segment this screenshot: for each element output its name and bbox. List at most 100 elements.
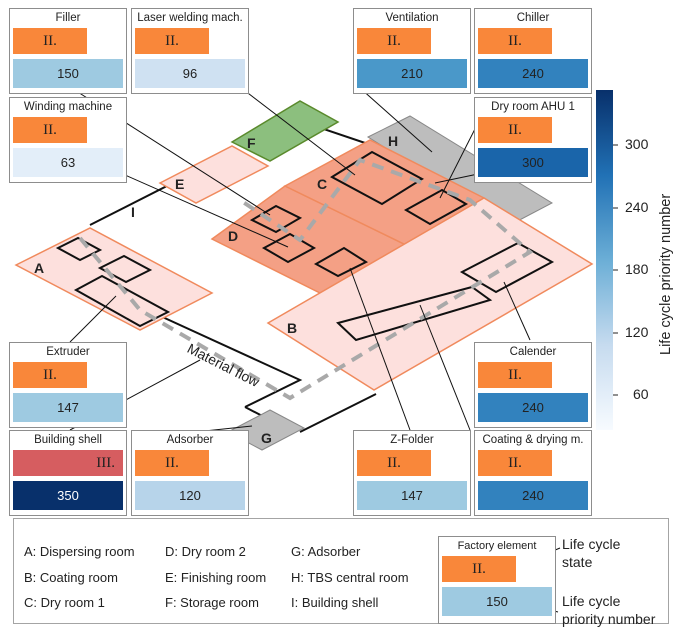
machine-extruder-a1[interactable] [55, 236, 103, 262]
colorbar-tick-120: 120 [625, 324, 649, 340]
card-state: II. [478, 28, 552, 54]
room-label-h: H [388, 133, 399, 149]
material-flow-path [78, 157, 534, 401]
machine-extruder[interactable] [73, 274, 171, 328]
legend-example-title: Factory element [457, 540, 537, 552]
legend-room-f: F: Storage room [165, 595, 259, 610]
room-f-storage [230, 100, 340, 162]
room-label-d: D [228, 228, 239, 244]
room-label-a: A [34, 260, 45, 276]
legend-room-d: D: Dry room 2 [165, 544, 246, 559]
card-state: II. [478, 362, 552, 388]
colorbar [596, 90, 613, 430]
machine-chiller[interactable] [403, 188, 469, 226]
card-state: II. [478, 117, 552, 143]
card-title: Ventilation [385, 12, 439, 24]
connector-winding [124, 174, 289, 248]
card-laser-welding[interactable]: Laser welding mach. II. 96 [131, 8, 249, 94]
card-winding-machine[interactable]: Winding machine II. 63 [9, 97, 127, 183]
room-e-finishing [158, 145, 270, 204]
card-chiller[interactable]: Chiller II. 240 [474, 8, 592, 94]
colorbar-ticks [613, 144, 618, 396]
machine-z-folder[interactable] [313, 246, 369, 278]
card-priority: 120 [135, 481, 245, 510]
card-state: II. [478, 450, 552, 476]
connector-z-folder [349, 267, 411, 431]
room-label-g: G [261, 430, 272, 446]
connector-extruder [69, 295, 117, 343]
legend-room-c: C: Dry room 1 [24, 595, 105, 610]
card-adsorber[interactable]: Adsorber II. 120 [131, 430, 249, 516]
card-building-shell[interactable]: Building shell III. 350 [9, 430, 127, 516]
card-title: Dry room AHU 1 [491, 101, 575, 113]
card-state: II. [135, 450, 209, 476]
legend-room-i: I: Building shell [291, 595, 379, 610]
card-title: Adsorber [166, 434, 214, 446]
colorbar-tick-60: 60 [633, 386, 649, 402]
card-title: Building shell [34, 434, 102, 446]
card-state: II. [13, 28, 87, 54]
legend-room-a: A: Dispersing room [24, 544, 135, 559]
card-state: III. [13, 450, 123, 476]
connector-chiller [439, 122, 479, 199]
room-a-dispersing [14, 227, 214, 331]
connector-coating-drying [419, 304, 471, 431]
card-priority: 350 [13, 481, 123, 510]
card-dry-room-ahu[interactable]: Dry room AHU 1 II. 300 [474, 97, 592, 183]
connector-laser [239, 86, 356, 176]
card-coating-drying[interactable]: Coating & drying m. II. 240 [474, 430, 592, 516]
room-label-i: I [131, 204, 135, 220]
legend-room-e: E: Finishing room [165, 570, 267, 585]
card-priority: 300 [478, 148, 588, 177]
legend-example-card: Factory element II. 150 [438, 536, 556, 624]
card-title: Calender [509, 346, 557, 358]
card-priority: 210 [357, 59, 467, 88]
card-state: II. [357, 450, 431, 476]
legend-room-g: G: Adsorber [291, 544, 361, 559]
card-calender[interactable]: Calender II. 240 [474, 342, 592, 428]
legend-box [13, 518, 669, 624]
legend-example-state: II. [442, 556, 516, 582]
colorbar-tick-300: 300 [625, 136, 649, 152]
card-z-folder[interactable]: Z-Folder II. 147 [353, 430, 471, 516]
card-title: Filler [55, 12, 81, 24]
machine-calender[interactable] [459, 241, 555, 294]
connector-dryroom-ahu [434, 173, 479, 184]
room-label-c: C [317, 176, 328, 192]
legend-room-b: B: Coating room [24, 570, 118, 585]
machine-coating-drying[interactable] [336, 285, 493, 342]
colorbar-label: Life cycle priority number [658, 193, 674, 355]
card-filler[interactable]: Filler II. 150 [9, 8, 127, 94]
connector-calender [503, 281, 531, 341]
card-priority: 240 [478, 59, 588, 88]
card-priority: 240 [478, 393, 588, 422]
legend-example-priority: 150 [442, 587, 552, 616]
card-title: Z-Folder [390, 434, 434, 446]
legend-room-h: H: TBS central room [291, 570, 409, 585]
card-title: Chiller [516, 12, 550, 24]
legend-priority-note: Life cycle priority number [562, 593, 656, 627]
card-state: II. [357, 28, 431, 54]
card-priority: 96 [135, 59, 245, 88]
card-priority: 147 [357, 481, 467, 510]
machine-filler[interactable] [249, 204, 303, 234]
card-state: II. [13, 362, 87, 388]
room-label-f: F [247, 135, 256, 151]
room-label-b: B [287, 320, 298, 336]
machine-extruder-a2[interactable] [97, 254, 153, 284]
colorbar-tick-240: 240 [625, 199, 649, 215]
card-title: Coating & drying m. [482, 434, 584, 446]
card-ventilation[interactable]: Ventilation II. 210 [353, 8, 471, 94]
colorbar-tick-180: 180 [625, 261, 649, 277]
card-title: Extruder [46, 346, 90, 358]
machine-winding[interactable] [261, 232, 317, 264]
card-state: II. [135, 28, 209, 54]
room-label-e: E [175, 176, 185, 192]
card-extruder[interactable]: Extruder II. 147 [9, 342, 127, 428]
card-priority: 147 [13, 393, 123, 422]
card-priority: 150 [13, 59, 123, 88]
connector-ventilation [359, 87, 433, 153]
card-title: Laser welding mach. [137, 12, 243, 24]
card-priority: 240 [478, 481, 588, 510]
